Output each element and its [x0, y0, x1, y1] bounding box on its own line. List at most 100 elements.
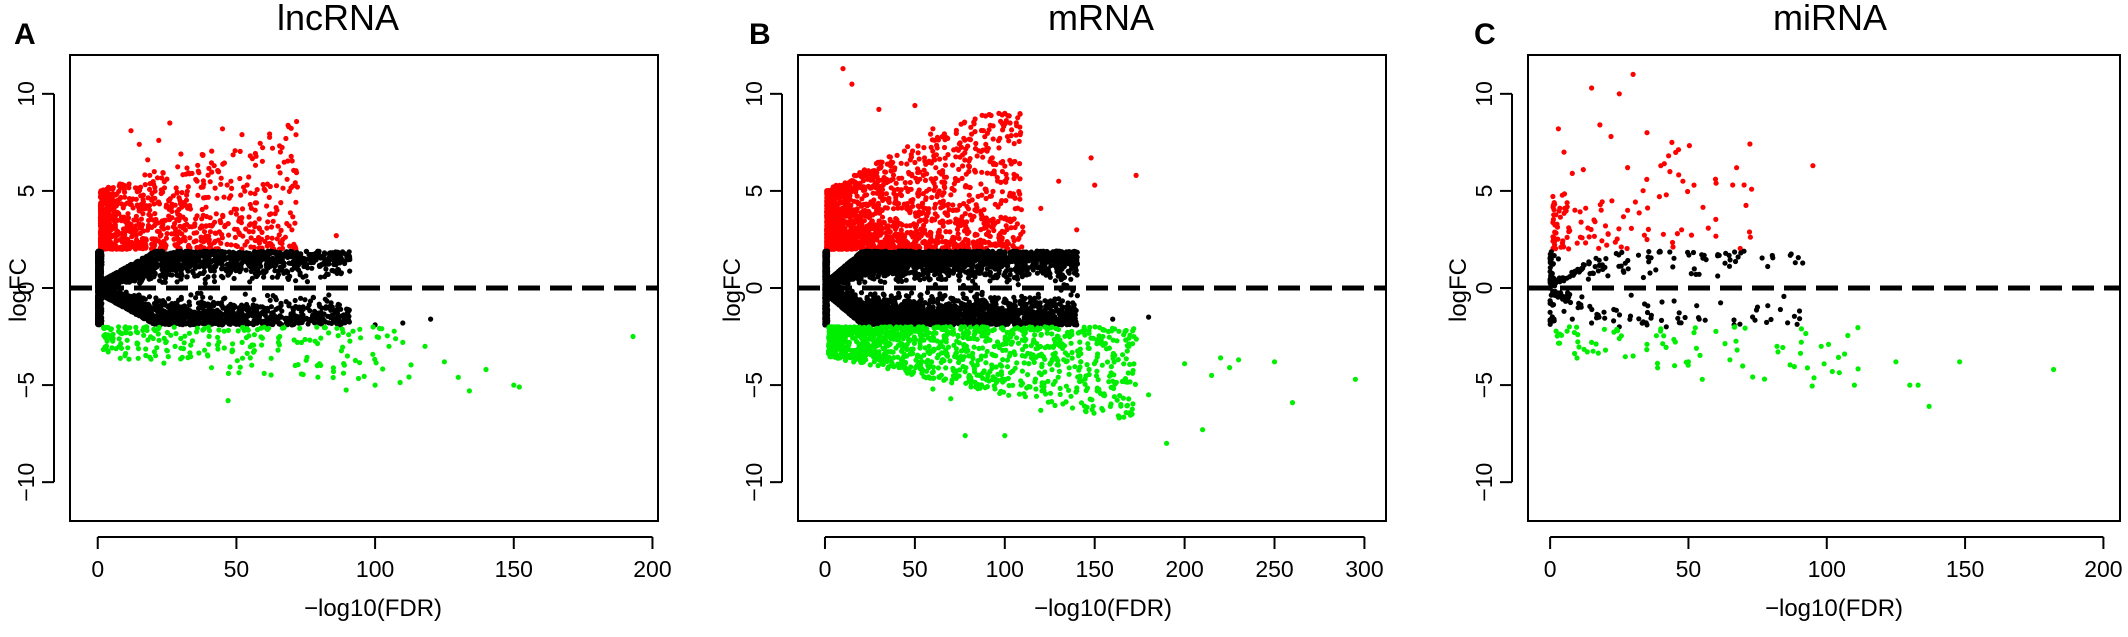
down-point: [206, 325, 211, 330]
down-point: [245, 351, 250, 356]
up-point: [202, 229, 207, 234]
ns-point: [303, 273, 308, 278]
up-point: [196, 170, 201, 175]
ns-point: [249, 269, 254, 274]
up-point: [128, 202, 133, 207]
up-point: [106, 185, 111, 190]
ns-point: [250, 276, 255, 281]
up-point: [218, 182, 223, 187]
down-point: [119, 346, 124, 351]
up-point: [143, 182, 148, 187]
ns-point: [129, 278, 134, 283]
chart-title-mrna: mRNA: [1048, 0, 1154, 38]
up-point: [293, 132, 298, 137]
ns-point: [211, 302, 216, 307]
down-point: [222, 345, 227, 350]
ns-point: [125, 295, 130, 300]
ns-point: [205, 274, 210, 279]
up-point: [285, 177, 290, 182]
down-point: [251, 343, 256, 348]
ns-point: [307, 318, 312, 323]
ns-point: [305, 279, 310, 284]
ns-point: [226, 315, 231, 320]
up-point: [100, 228, 105, 233]
ns-point: [260, 257, 265, 262]
down-point: [222, 329, 227, 334]
ns-point: [178, 275, 183, 280]
ns-point: [206, 254, 211, 259]
up-point: [194, 238, 199, 243]
x-tick-label: 0: [819, 556, 832, 582]
ns-point: [212, 274, 217, 279]
down-point: [346, 332, 351, 337]
down-point: [277, 334, 282, 339]
ns-point: [243, 252, 248, 257]
ns-point: [251, 305, 256, 310]
ns-point: [122, 266, 127, 271]
ns-point: [243, 304, 248, 309]
up-point: [179, 190, 184, 195]
up-point: [133, 223, 138, 228]
down-point: [347, 339, 352, 344]
up-point: [229, 186, 234, 191]
down-point: [467, 388, 472, 393]
down-point: [187, 350, 192, 355]
down-point: [282, 325, 287, 330]
up-point: [249, 235, 254, 240]
ns-point: [238, 262, 243, 267]
ns-point: [166, 296, 171, 301]
ns-point: [335, 271, 340, 276]
down-point: [392, 329, 397, 334]
ns-point: [264, 259, 269, 264]
up-point: [210, 222, 215, 227]
down-point: [238, 365, 243, 370]
ns-point: [288, 312, 293, 317]
ns-point: [95, 264, 100, 269]
x-tick-label: 0: [91, 556, 104, 582]
down-point: [299, 371, 304, 376]
up-point: [199, 216, 204, 221]
up-point: [142, 172, 147, 177]
ns-point: [293, 298, 298, 303]
ns-point: [278, 265, 283, 270]
up-point: [917, 156, 922, 161]
down-point: [252, 348, 257, 353]
up-point: [156, 138, 161, 143]
ns-point: [157, 298, 162, 303]
y-tick-label: 10: [13, 81, 39, 107]
ns-point: [202, 269, 207, 274]
ns-point: [345, 312, 350, 317]
down-point: [307, 338, 312, 343]
up-point: [252, 191, 257, 196]
ns-point: [120, 303, 125, 308]
ns-point: [220, 275, 225, 280]
up-point: [174, 185, 179, 190]
down-point: [336, 333, 341, 338]
ns-point: [229, 262, 234, 267]
down-point: [216, 327, 221, 332]
down-point: [110, 335, 115, 340]
down-point: [385, 333, 390, 338]
down-point: [240, 356, 245, 361]
up-point: [264, 226, 269, 231]
up-point: [184, 165, 189, 170]
up-point: [267, 212, 272, 217]
ns-point: [233, 268, 238, 273]
ns-point: [154, 259, 159, 264]
up-point: [289, 126, 294, 131]
ns-point: [202, 258, 207, 263]
up-point: [114, 232, 119, 237]
ns-point: [185, 251, 190, 256]
ns-point: [244, 268, 249, 273]
up-point: [289, 154, 294, 159]
up-point: [195, 213, 200, 218]
up-point: [176, 207, 181, 212]
ns-point: [159, 249, 164, 254]
up-point: [160, 170, 165, 175]
up-point: [933, 202, 938, 207]
ns-point: [182, 303, 187, 308]
up-point: [131, 241, 136, 246]
ns-point: [99, 251, 104, 256]
up-point: [192, 221, 197, 226]
